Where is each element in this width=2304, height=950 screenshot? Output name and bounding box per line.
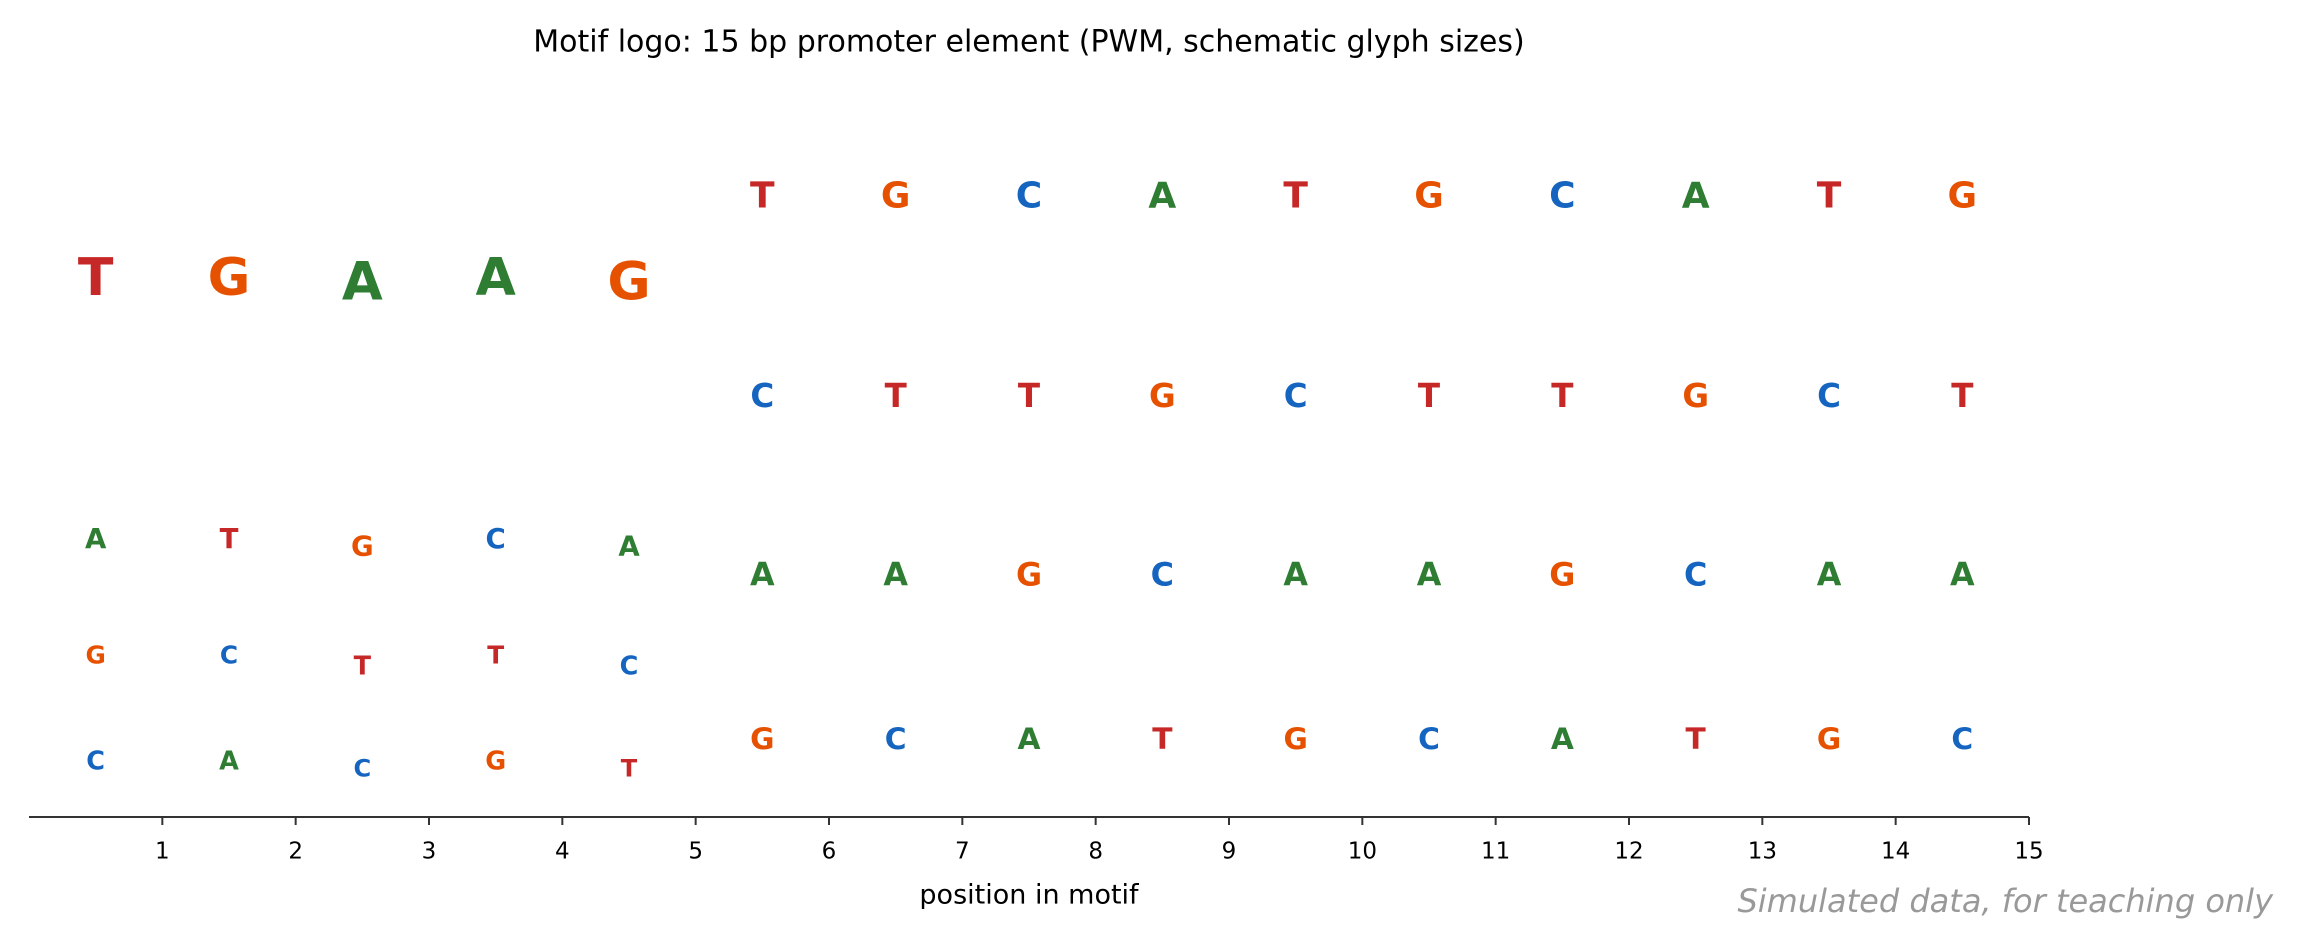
x-tick-label: 13 [1748,839,1777,865]
motif-letter: A [1018,722,1041,757]
motif-letter: C [1817,377,1841,415]
x-tick-label: 6 [822,839,837,865]
motif-letter: T [1018,377,1040,415]
motif-letter: T [1418,377,1440,415]
motif-letter: C [1549,175,1575,216]
motif-letter: C [1151,556,1174,593]
motif-letter: A [1551,722,1574,757]
x-tick-label: 2 [288,839,303,865]
x-axis-label: position in motif [919,880,1140,911]
motif-letter: A [1283,556,1308,593]
motif-letter: C [1418,722,1440,757]
motif-letter: T [1951,377,1973,415]
motif-letter: A [1682,175,1710,216]
motif-letter: A [1950,556,1975,593]
motif-letter: A [618,529,640,562]
motif-letter: T [1152,722,1173,757]
motif-letter: C [1284,377,1308,415]
motif-letter: T [487,641,504,670]
motif-letter: T [78,248,114,308]
motif-letter: G [1948,175,1978,216]
motif-letter: C [885,722,907,757]
motif-letter: G [1283,722,1307,757]
motif-letter: T [885,377,907,415]
chart-title: Motif logo: 15 bp promoter element (PWM,… [533,25,1524,60]
x-tick-label: 12 [1614,839,1643,865]
x-tick-label: 9 [1222,839,1237,865]
motif-letter: G [1016,556,1042,593]
x-tick-label: 8 [1088,839,1103,865]
motif-letter: G [607,251,650,312]
motif-letter: A [1148,175,1176,216]
motif-letter: T [621,755,638,783]
motif-letter: A [342,251,383,312]
motif-letter: G [1682,377,1709,415]
motif-letter: A [85,522,107,555]
x-tick-label: 4 [555,839,570,865]
x-tick-label: 10 [1348,839,1377,865]
motif-letter: T [1551,377,1573,415]
motif-letter: T [1817,175,1842,216]
motif-letter: G [750,722,774,757]
motif-letter: G [351,529,374,562]
x-tick-label: 11 [1481,839,1510,865]
motif-letter: G [208,248,251,308]
motif-letter: G [1149,377,1176,415]
motif-letter: T [750,175,775,216]
motif-letter: C [486,522,506,555]
motif-letter: A [219,746,239,776]
motif-letter: T [1686,722,1707,757]
x-tick-label: 7 [955,839,970,865]
motif-letter: T [354,652,372,682]
x-tick-label: 1 [155,839,170,865]
motif-letter: C [220,641,238,670]
motif-letter: G [485,746,506,776]
motif-letter: A [1417,556,1442,593]
motif-letter: C [86,746,105,776]
motif-letter: G [1549,556,1575,593]
motif-letter: T [1283,175,1308,216]
motif-letter: T [220,522,239,555]
motif-letter: A [883,556,908,593]
motif-letter: C [1684,556,1707,593]
x-tick-label: 14 [1881,839,1910,865]
motif-letter: G [1817,722,1841,757]
motif-letter: C [620,652,639,682]
motif-letter: G [881,175,911,216]
x-tick-label: 5 [688,839,703,865]
motif-letter: A [476,248,517,308]
motif-letter: A [750,556,775,593]
motif-letter: C [1016,175,1042,216]
motif-letter: C [353,755,371,783]
motif-letter: G [1414,175,1444,216]
annotation: Simulated data, for teaching only [1737,882,2274,920]
motif-letter: G [85,641,105,670]
x-tick-label: 3 [422,839,437,865]
motif-letter: C [1951,722,1973,757]
motif-letter: A [1817,556,1842,593]
motif-letter: C [750,377,774,415]
x-tick-label: 15 [2014,839,2043,865]
